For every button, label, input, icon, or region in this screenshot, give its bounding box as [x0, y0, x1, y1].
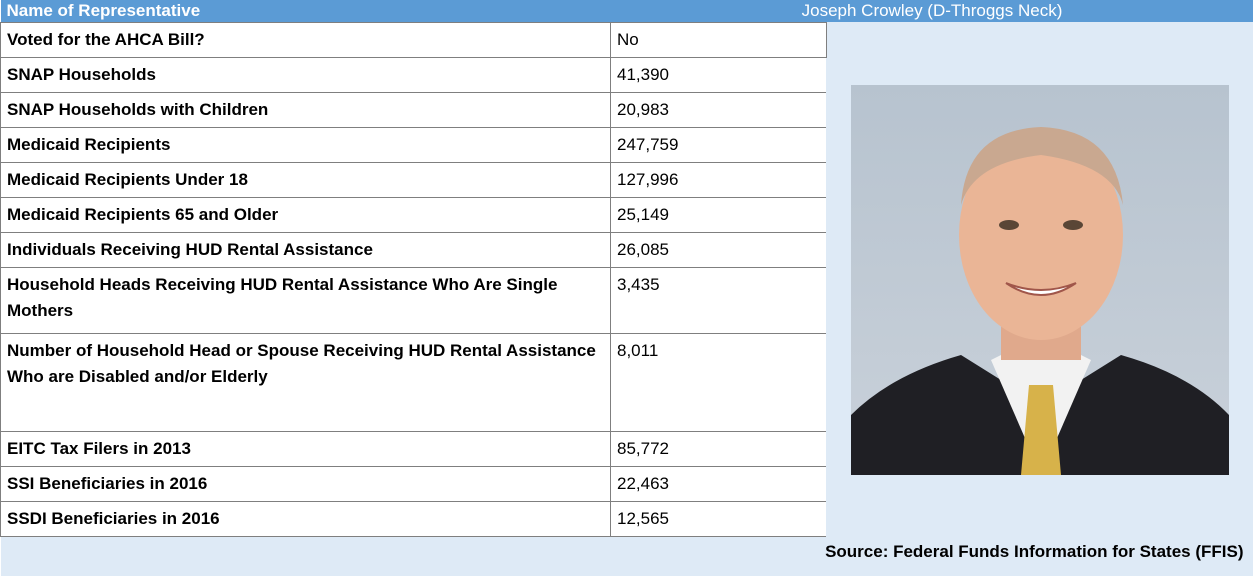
row-value: 12,565 — [611, 502, 827, 537]
page: Name of Representative Joseph Crowley (D… — [0, 0, 1253, 576]
row-value: No — [611, 23, 827, 58]
footer-row: Source: Federal Funds Information for St… — [1, 537, 1253, 576]
photo-cell — [827, 23, 1253, 537]
row-value: 127,996 — [611, 163, 827, 198]
row-label: EITC Tax Filers in 2013 — [1, 432, 611, 467]
row-value: 247,759 — [611, 128, 827, 163]
row-label: Medicaid Recipients Under 18 — [1, 163, 611, 198]
row-label: Medicaid Recipients — [1, 128, 611, 163]
row-value: 20,983 — [611, 93, 827, 128]
row-value: 3,435 — [611, 268, 827, 334]
row-label: SNAP Households — [1, 58, 611, 93]
source-note: Source: Federal Funds Information for St… — [1, 537, 1253, 576]
row-label: SNAP Households with Children — [1, 93, 611, 128]
row-label: Household Heads Receiving HUD Rental Ass… — [1, 268, 611, 334]
row-label: Number of Household Head or Spouse Recei… — [1, 334, 611, 432]
header-row: Name of Representative Joseph Crowley (D… — [1, 0, 1253, 23]
representative-name: Joseph Crowley (D-Throggs Neck) — [611, 0, 1253, 23]
portrait-photo — [851, 85, 1229, 475]
row-label: SSI Beneficiaries in 2016 — [1, 467, 611, 502]
row-value: 8,011 — [611, 334, 827, 432]
row-value: 41,390 — [611, 58, 827, 93]
row-label: SSDI Beneficiaries in 2016 — [1, 502, 611, 537]
row-label: Medicaid Recipients 65 and Older — [1, 198, 611, 233]
row-label: Voted for the AHCA Bill? — [1, 23, 611, 58]
row-value: 25,149 — [611, 198, 827, 233]
representative-table: Name of Representative Joseph Crowley (D… — [0, 0, 1253, 576]
table-row: Voted for the AHCA Bill?No — [1, 23, 1253, 58]
row-label: Individuals Receiving HUD Rental Assista… — [1, 233, 611, 268]
row-value: 85,772 — [611, 432, 827, 467]
row-value: 26,085 — [611, 233, 827, 268]
row-value: 22,463 — [611, 467, 827, 502]
header-label: Name of Representative — [1, 0, 611, 23]
